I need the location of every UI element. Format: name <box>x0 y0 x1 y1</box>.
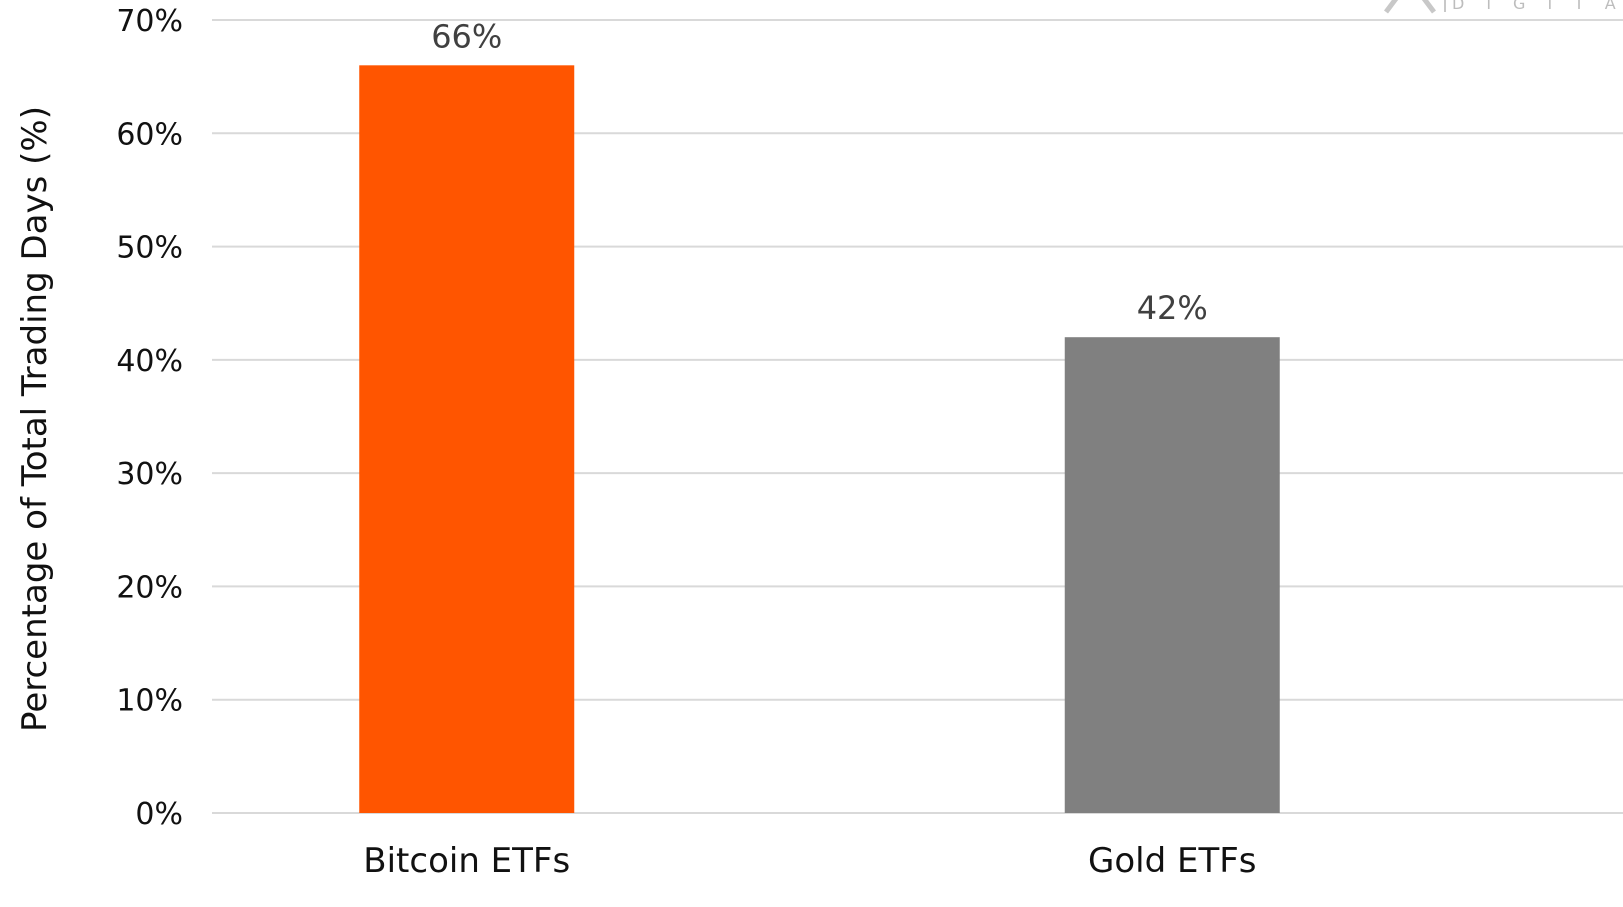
y-tick-label: 20% <box>116 570 183 605</box>
data-labels: 66% 42% <box>431 17 1208 327</box>
x-axis-categories: Bitcoin ETFs Gold ETFs <box>363 841 1256 881</box>
y-tick-label: 10% <box>116 684 183 719</box>
x-category-label: Bitcoin ETFs <box>363 841 570 881</box>
y-tick-label: 50% <box>116 231 183 266</box>
bar-gold-etfs <box>1064 337 1280 813</box>
x-category-label: Gold ETFs <box>1088 841 1257 881</box>
y-axis-ticks: 0% 10% 20% 30% 40% 50% 60% 70% <box>116 4 183 832</box>
data-label: 66% <box>431 17 502 55</box>
y-axis-title: Percentage of Total Trading Days (%) <box>15 106 55 732</box>
y-tick-label: 40% <box>116 344 183 379</box>
y-tick-label: 0% <box>135 797 183 832</box>
data-label: 42% <box>1137 289 1208 327</box>
y-tick-label: 60% <box>116 117 183 152</box>
watermark-text: DIGITAL <box>1452 0 1623 13</box>
logo-triangle-icon <box>1384 0 1436 14</box>
watermark-logo: DIGITAL <box>1384 0 1623 14</box>
y-tick-label: 30% <box>116 457 183 492</box>
y-tick-label: 70% <box>116 4 183 39</box>
bars <box>359 65 1280 814</box>
bar-bitcoin-etfs <box>359 65 575 814</box>
